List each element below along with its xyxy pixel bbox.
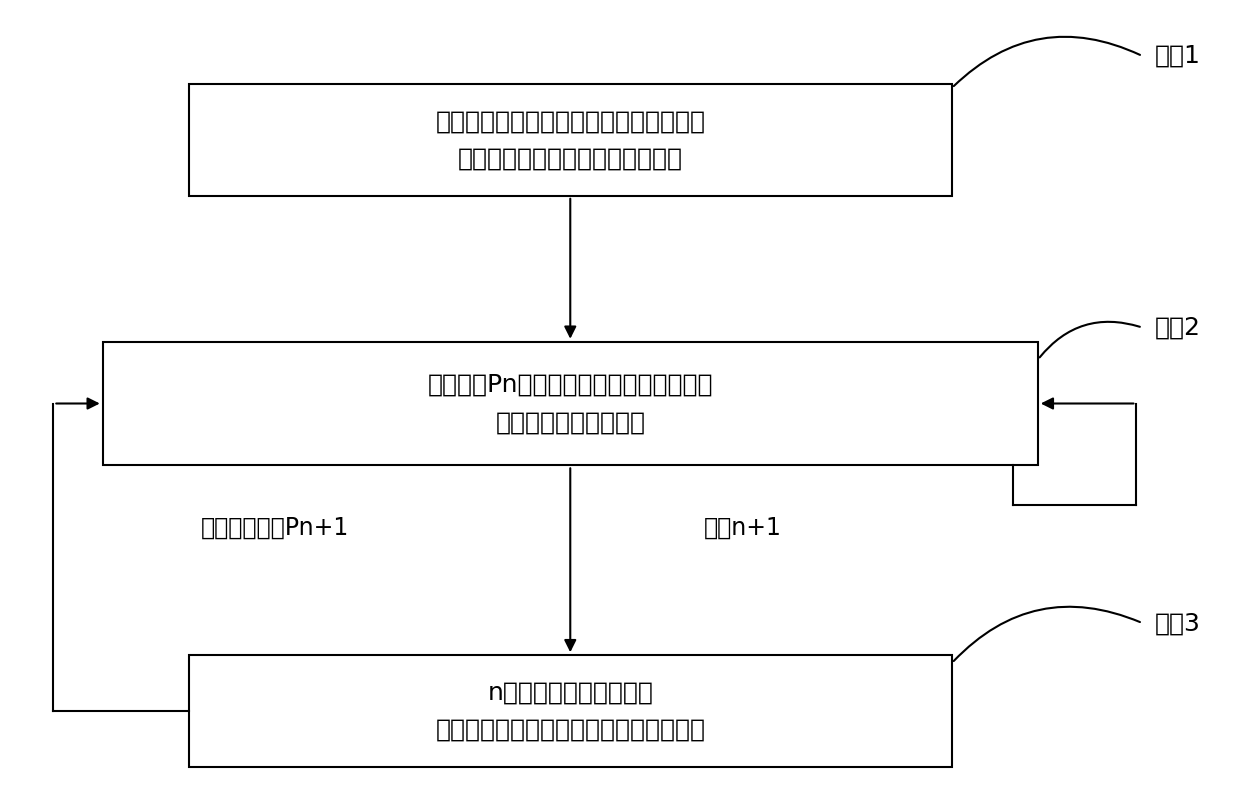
Text: n的值为形点的总数时，
对各个车道线的形点分别行线性拟合优化: n的值为形点的总数时， 对各个车道线的形点分别行线性拟合优化 <box>435 680 705 742</box>
FancyBboxPatch shape <box>188 655 952 767</box>
FancyBboxPatch shape <box>103 341 1038 466</box>
Text: 是，删除形点Pn+1: 是，删除形点Pn+1 <box>201 516 349 539</box>
Text: 步骤2: 步骤2 <box>1155 316 1201 340</box>
Text: 判断形点Pn的方向与首尾形点的连线方向
相差是否超过设定阈值: 判断形点Pn的方向与首尾形点的连线方向 相差是否超过设定阈值 <box>427 373 712 434</box>
Text: 步骤3: 步骤3 <box>1155 611 1201 635</box>
Text: 对道路片段数据中的单根车道线内的形点
按照一个轴向的坐标大小进行排序: 对道路片段数据中的单根车道线内的形点 按照一个轴向的坐标大小进行排序 <box>435 109 705 170</box>
FancyBboxPatch shape <box>188 84 952 196</box>
Text: 否，n+1: 否，n+1 <box>704 516 782 539</box>
Text: 步骤1: 步骤1 <box>1155 44 1201 68</box>
